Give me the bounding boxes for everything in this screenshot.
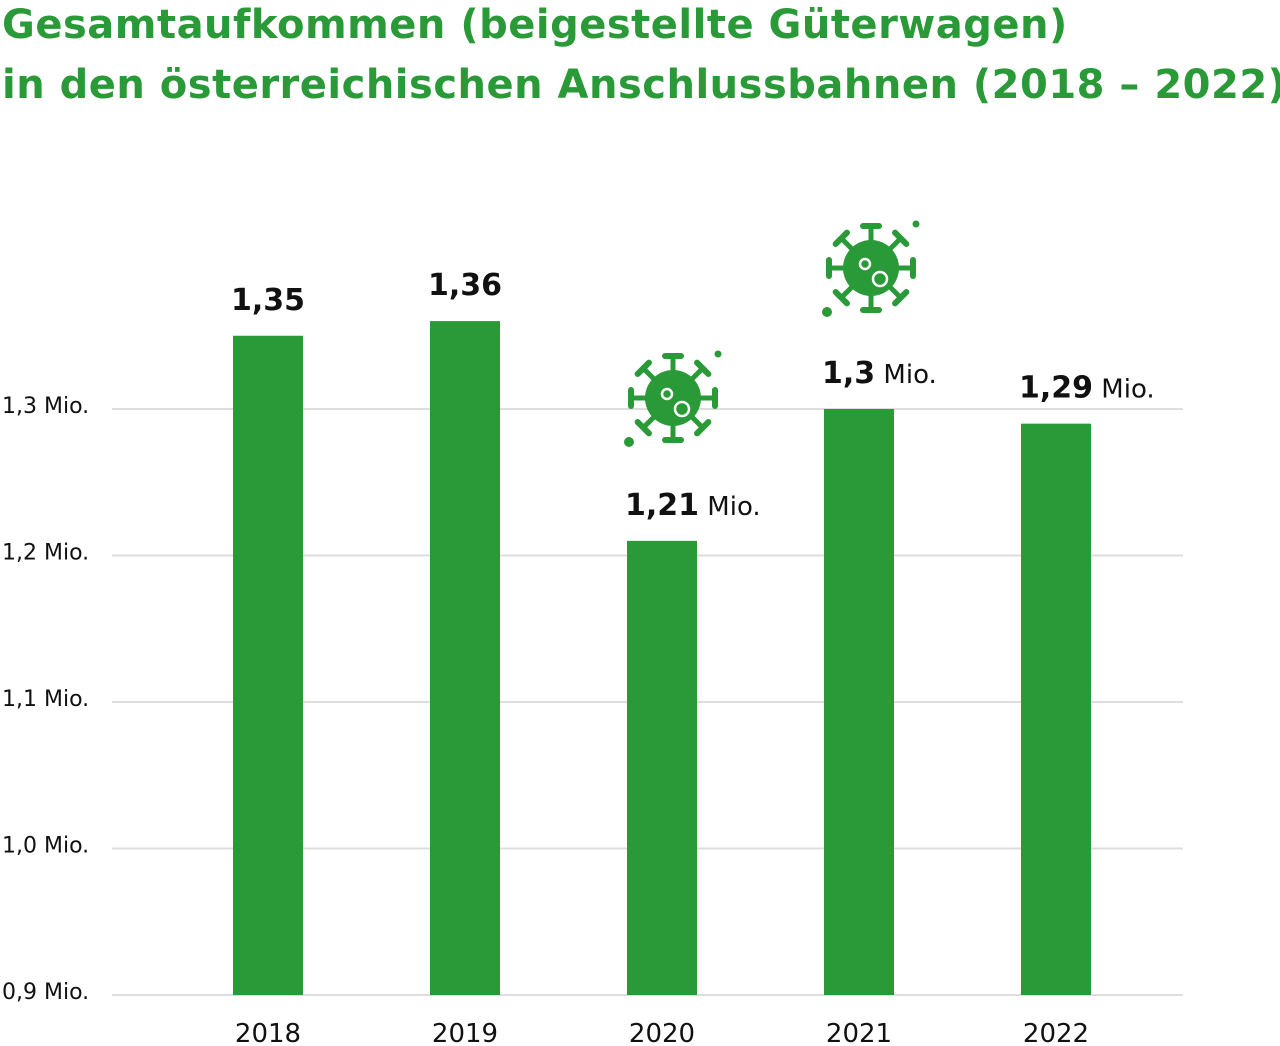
data-label-number: 1,36 [428, 268, 502, 303]
x-tick-label: 2022 [1023, 1019, 1089, 1046]
virus-spike-tip [832, 229, 850, 247]
virus-body [843, 240, 899, 296]
data-label-number: 1,21 [625, 488, 699, 523]
virus-dot [871, 270, 889, 288]
data-label: 1,29 Mio. [1019, 371, 1155, 406]
x-tick-label: 2020 [629, 1019, 695, 1046]
bar-2022 [1021, 423, 1091, 995]
virus-particle [624, 437, 634, 447]
bar-2020 [627, 540, 697, 995]
data-label-unit: Mio. [875, 360, 937, 390]
data-label-unit: Mio. [699, 492, 761, 522]
virus-particle [912, 220, 920, 228]
virus-dot [673, 400, 691, 418]
data-label-number: 1,3 [822, 356, 875, 391]
bar-2019 [430, 321, 500, 996]
y-tick-label: 1,2 Mio. [2, 541, 89, 566]
data-label-number: 1,35 [231, 283, 305, 318]
bar-2021 [824, 409, 894, 995]
virus-spike-tip [892, 289, 910, 307]
virus-spike-tip [694, 419, 712, 437]
y-tick-label: 0,9 Mio. [2, 980, 89, 1005]
data-label: 1,21 Mio. [625, 488, 761, 523]
virus-spike-tip [634, 359, 652, 377]
virus-icon [822, 220, 920, 317]
x-tick-label: 2019 [432, 1019, 498, 1046]
virus-icon [624, 350, 722, 447]
virus-body [645, 370, 701, 426]
virus-spike-tip [694, 359, 712, 377]
bar-2018 [233, 335, 303, 995]
virus-dot [660, 387, 674, 401]
data-label-number: 1,29 [1019, 371, 1093, 406]
data-label: 1,3 Mio. [822, 356, 937, 391]
virus-spike-tip [892, 229, 910, 247]
y-tick-label: 1,0 Mio. [2, 834, 89, 859]
x-tick-label: 2018 [235, 1019, 301, 1046]
data-label: 1,36 [428, 268, 502, 303]
virus-dot [858, 257, 872, 271]
virus-spike-tip [634, 419, 652, 437]
y-tick-label: 1,1 Mio. [2, 687, 89, 712]
data-label-unit: Mio. [1093, 375, 1155, 405]
virus-spike-tip [832, 289, 850, 307]
virus-particle [714, 350, 722, 358]
virus-particle [822, 307, 832, 317]
data-label: 1,35 [231, 283, 305, 318]
chart-title-line-1: Gesamtaufkommen (beigestellte Güterwagen… [2, 2, 1068, 48]
y-tick-label: 1,3 Mio. [2, 394, 89, 419]
x-tick-label: 2021 [826, 1019, 892, 1046]
chart-title-line-2: in den österreichischen Anschlussbahnen … [2, 62, 1280, 108]
